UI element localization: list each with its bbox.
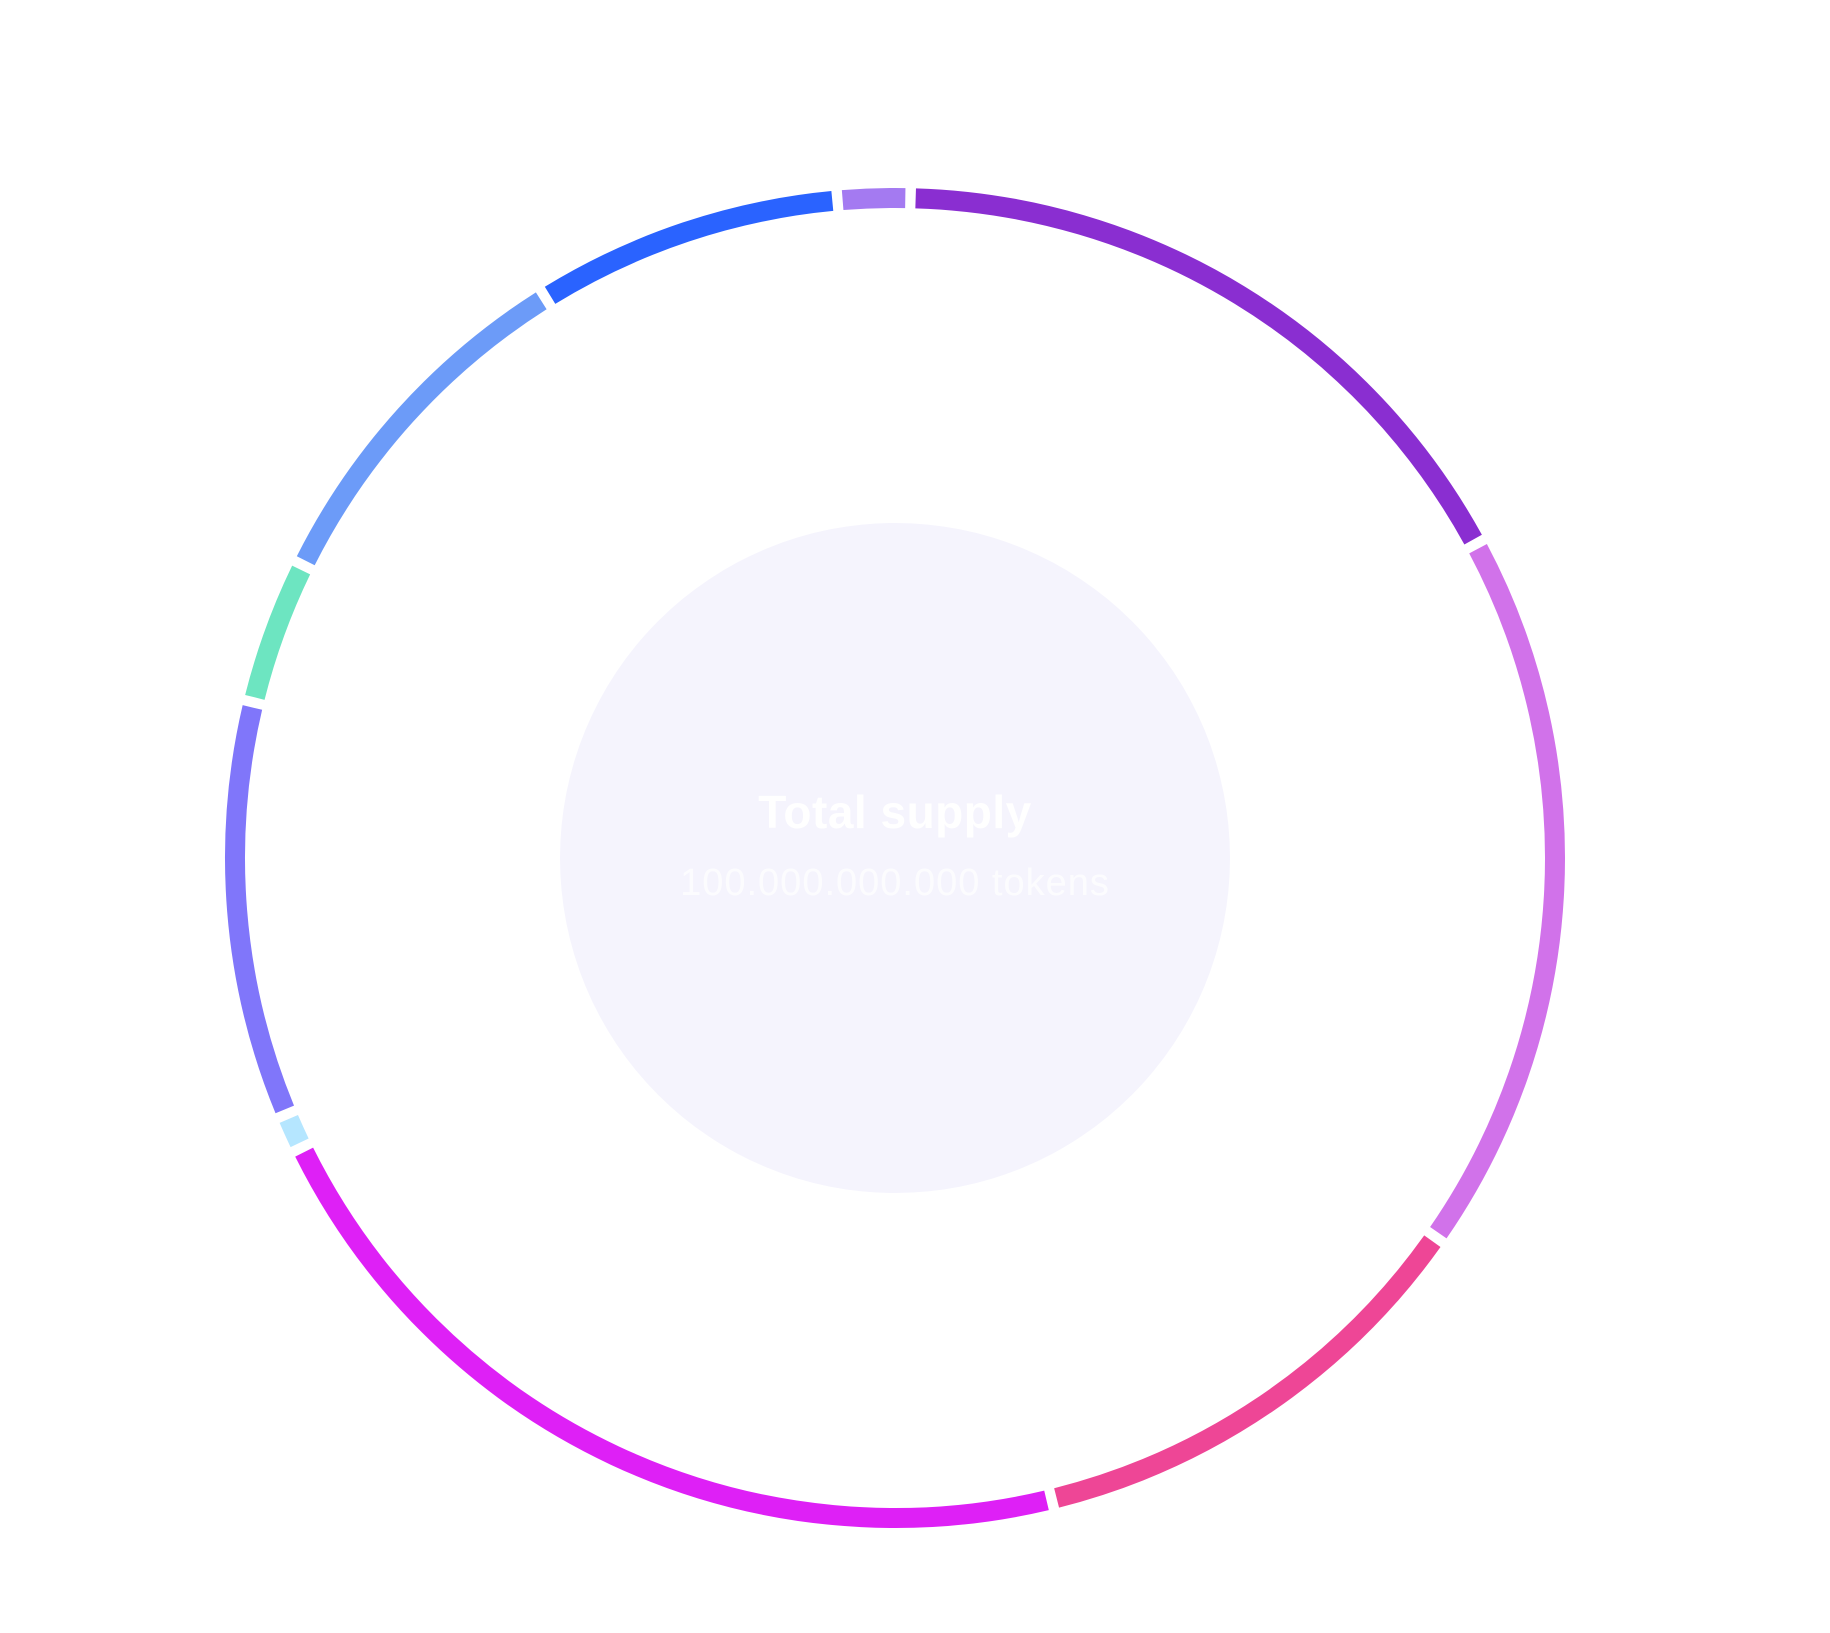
donut-slice-4[interactable] [1054, 1235, 1441, 1508]
donut-slice-2[interactable] [915, 188, 1482, 545]
donut-slice-1[interactable] [841, 188, 906, 211]
center-title: Total supply [758, 786, 1032, 838]
donut-slice-9[interactable] [296, 292, 547, 566]
donut-center-circle [560, 523, 1230, 1193]
donut-slice-8[interactable] [245, 565, 311, 700]
center-subtitle: 100.000.000.000 tokens [680, 862, 1110, 904]
donut-slice-3[interactable] [1430, 544, 1565, 1239]
donut-slice-6[interactable] [279, 1114, 309, 1148]
donut-slice-10[interactable] [544, 191, 834, 304]
donut-slice-7[interactable] [225, 705, 295, 1114]
donut-slice-5[interactable] [295, 1147, 1049, 1528]
donut-slices [225, 188, 1565, 1528]
